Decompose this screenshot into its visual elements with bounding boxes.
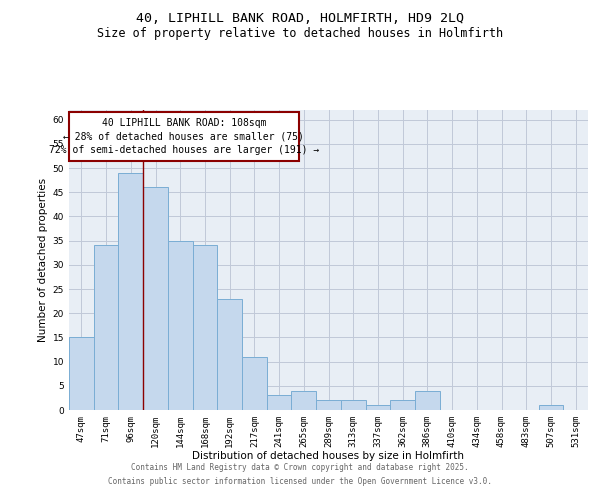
Text: 72% of semi-detached houses are larger (191) →: 72% of semi-detached houses are larger (…	[49, 145, 319, 155]
Bar	[341, 400, 365, 410]
Text: Contains HM Land Registry data © Crown copyright and database right 2025.: Contains HM Land Registry data © Crown c…	[131, 464, 469, 472]
Text: 40 LIPHILL BANK ROAD: 108sqm: 40 LIPHILL BANK ROAD: 108sqm	[101, 118, 266, 128]
Bar	[365, 405, 390, 410]
Bar	[242, 357, 267, 410]
Y-axis label: Number of detached properties: Number of detached properties	[38, 178, 49, 342]
Bar	[415, 390, 440, 410]
Text: Contains public sector information licensed under the Open Government Licence v3: Contains public sector information licen…	[108, 477, 492, 486]
Bar	[118, 173, 143, 410]
Text: Size of property relative to detached houses in Holmfirth: Size of property relative to detached ho…	[97, 28, 503, 40]
Bar	[69, 112, 299, 161]
Bar	[217, 298, 242, 410]
Bar	[193, 246, 217, 410]
Bar	[267, 396, 292, 410]
Bar	[292, 390, 316, 410]
Bar	[316, 400, 341, 410]
Bar	[168, 240, 193, 410]
Bar	[143, 188, 168, 410]
Text: 40, LIPHILL BANK ROAD, HOLMFIRTH, HD9 2LQ: 40, LIPHILL BANK ROAD, HOLMFIRTH, HD9 2L…	[136, 12, 464, 26]
Bar	[69, 338, 94, 410]
X-axis label: Distribution of detached houses by size in Holmfirth: Distribution of detached houses by size …	[193, 452, 464, 462]
Bar	[94, 246, 118, 410]
Bar	[390, 400, 415, 410]
Bar	[539, 405, 563, 410]
Text: ← 28% of detached houses are smaller (75): ← 28% of detached houses are smaller (75…	[64, 132, 304, 142]
